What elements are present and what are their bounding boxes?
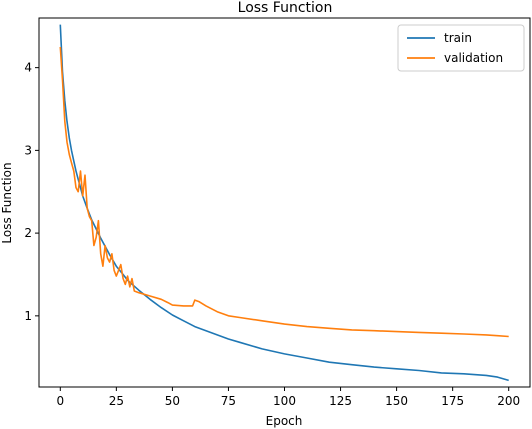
plot-area <box>59 24 509 382</box>
legend-box <box>397 24 525 72</box>
series-line-validation <box>59 46 509 338</box>
x-tick-label: 125 <box>329 394 352 408</box>
x-tick-label: 150 <box>385 394 408 408</box>
x-tick-label: 175 <box>441 394 464 408</box>
x-tick-label: 25 <box>109 394 124 408</box>
x-tick-label: 50 <box>165 394 180 408</box>
legend-label-validation: validation <box>444 51 503 65</box>
axes-frame <box>38 17 531 388</box>
y-axis: 1 2 3 4 <box>24 61 39 323</box>
x-tick-label: 200 <box>497 394 520 408</box>
x-tick-label: 0 <box>56 394 64 408</box>
y-axis-label: Loss Function <box>0 162 14 243</box>
y-tick-label: 3 <box>24 143 32 157</box>
y-tick-label: 4 <box>24 61 32 75</box>
series-line-train <box>59 24 509 382</box>
y-tick-label: 1 <box>24 309 32 323</box>
legend-label-train: train <box>444 31 472 45</box>
x-tick-label: 75 <box>221 394 236 408</box>
chart-title: Loss Function <box>238 0 333 16</box>
x-axis: 0 25 50 75 100 125 150 175 200 <box>56 387 520 408</box>
legend: train validation <box>397 24 525 72</box>
x-axis-label: Epoch <box>266 414 303 428</box>
y-tick-label: 2 <box>24 226 32 240</box>
x-tick-label: 100 <box>273 394 296 408</box>
